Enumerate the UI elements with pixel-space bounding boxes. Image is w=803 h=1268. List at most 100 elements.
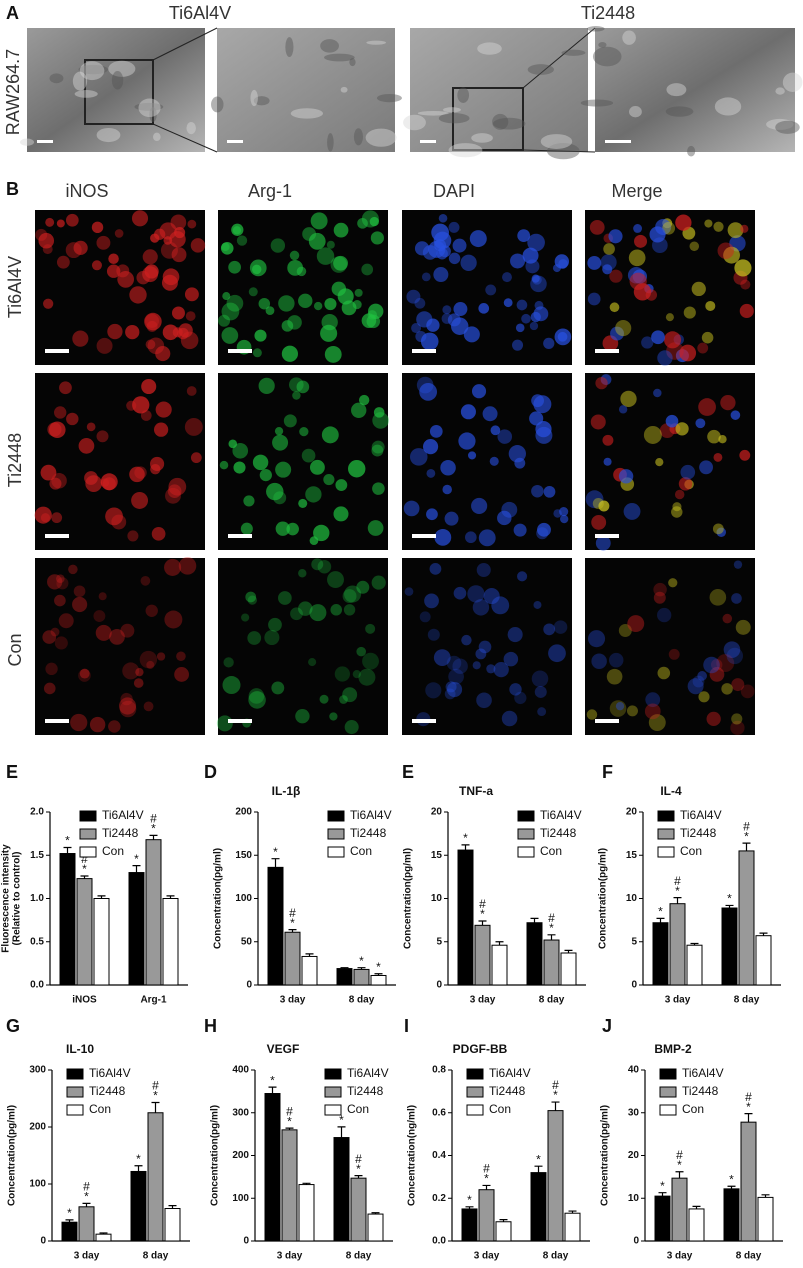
scale-bar bbox=[412, 719, 436, 723]
bar bbox=[740, 1121, 757, 1242]
cell bbox=[254, 329, 267, 342]
error-bar bbox=[285, 1127, 294, 1130]
cell bbox=[241, 613, 250, 622]
cell bbox=[692, 675, 705, 688]
legend-swatch bbox=[327, 810, 345, 822]
cell bbox=[705, 300, 716, 311]
cell bbox=[42, 630, 57, 644]
cell bbox=[712, 523, 724, 535]
sem-texture bbox=[492, 117, 526, 130]
error-bar bbox=[742, 842, 751, 851]
error-bar bbox=[551, 1101, 560, 1111]
scale-bar bbox=[595, 349, 619, 353]
legend-label: Ti2448 bbox=[489, 1084, 526, 1098]
cell bbox=[441, 313, 453, 324]
cell bbox=[472, 661, 481, 670]
cell bbox=[153, 422, 169, 437]
cell bbox=[718, 435, 727, 444]
sem-texture bbox=[561, 49, 586, 56]
cell bbox=[56, 577, 69, 590]
cell bbox=[142, 249, 158, 265]
cell bbox=[433, 649, 451, 666]
cell bbox=[704, 219, 713, 228]
scale-bar bbox=[227, 140, 243, 143]
y-tick-label: 0.6 bbox=[432, 1107, 446, 1118]
cell bbox=[105, 507, 123, 526]
cell bbox=[283, 414, 297, 428]
sem-texture bbox=[49, 73, 64, 84]
cell bbox=[421, 272, 431, 282]
cell bbox=[317, 559, 332, 574]
cell bbox=[553, 620, 568, 634]
cell bbox=[531, 484, 544, 498]
cell bbox=[150, 233, 160, 243]
column-label: Ti6Al4V bbox=[169, 3, 231, 23]
cell bbox=[651, 330, 665, 345]
cell bbox=[672, 502, 682, 512]
significance-mark: * bbox=[136, 1152, 141, 1166]
cell bbox=[422, 439, 439, 455]
panel-letter: A bbox=[6, 3, 19, 23]
cell bbox=[485, 284, 497, 296]
legend-swatch bbox=[466, 1086, 484, 1098]
cell bbox=[543, 337, 555, 349]
cell bbox=[47, 422, 62, 437]
cell bbox=[489, 456, 499, 466]
sem-texture bbox=[598, 41, 607, 48]
cell bbox=[136, 270, 150, 285]
cell bbox=[228, 260, 241, 274]
legend-swatch bbox=[79, 810, 97, 822]
cell bbox=[497, 429, 513, 444]
cell bbox=[333, 506, 349, 522]
bar bbox=[164, 1208, 181, 1242]
bar bbox=[370, 974, 387, 986]
bar bbox=[688, 1208, 705, 1242]
panel-letter: J bbox=[602, 1016, 612, 1036]
cell bbox=[218, 314, 231, 327]
cell bbox=[497, 510, 512, 526]
legend-label: Con bbox=[540, 844, 562, 858]
panel-letter: E bbox=[402, 762, 414, 782]
cell bbox=[530, 311, 541, 323]
cell bbox=[180, 331, 199, 350]
y-tick-label: 5 bbox=[436, 936, 442, 947]
cell bbox=[122, 662, 140, 680]
significance-mark: * bbox=[67, 1206, 72, 1220]
sem-texture bbox=[592, 46, 622, 67]
panel-letter: B bbox=[6, 179, 19, 199]
cell bbox=[311, 558, 324, 571]
bar bbox=[336, 968, 353, 986]
micrographs bbox=[34, 210, 755, 735]
cell bbox=[706, 711, 721, 727]
row-label: Ti2448 bbox=[5, 433, 25, 487]
error-bar bbox=[568, 1210, 577, 1214]
cell bbox=[698, 398, 716, 416]
cell bbox=[296, 380, 310, 394]
legend-swatch bbox=[517, 828, 535, 840]
bar bbox=[93, 898, 110, 986]
error-bar bbox=[744, 1113, 753, 1123]
cell bbox=[240, 522, 253, 535]
cell bbox=[482, 406, 498, 422]
cell bbox=[491, 596, 510, 615]
error-bar bbox=[99, 1232, 108, 1235]
error-bar bbox=[305, 953, 314, 957]
cell bbox=[50, 627, 60, 637]
error-bar bbox=[465, 1206, 474, 1209]
cell bbox=[171, 306, 185, 320]
cell bbox=[447, 313, 461, 327]
cell bbox=[634, 234, 648, 248]
cell bbox=[221, 302, 240, 321]
cell bbox=[507, 626, 523, 643]
cell bbox=[559, 507, 569, 517]
panel-letter: E bbox=[6, 762, 18, 782]
bar bbox=[491, 944, 508, 986]
cell bbox=[174, 667, 190, 682]
cell bbox=[713, 221, 724, 232]
sem-texture bbox=[403, 114, 426, 131]
legend-swatch bbox=[66, 1068, 84, 1080]
sem-texture bbox=[340, 86, 348, 93]
cell bbox=[730, 720, 745, 735]
cell bbox=[281, 320, 294, 332]
cell bbox=[726, 647, 744, 665]
